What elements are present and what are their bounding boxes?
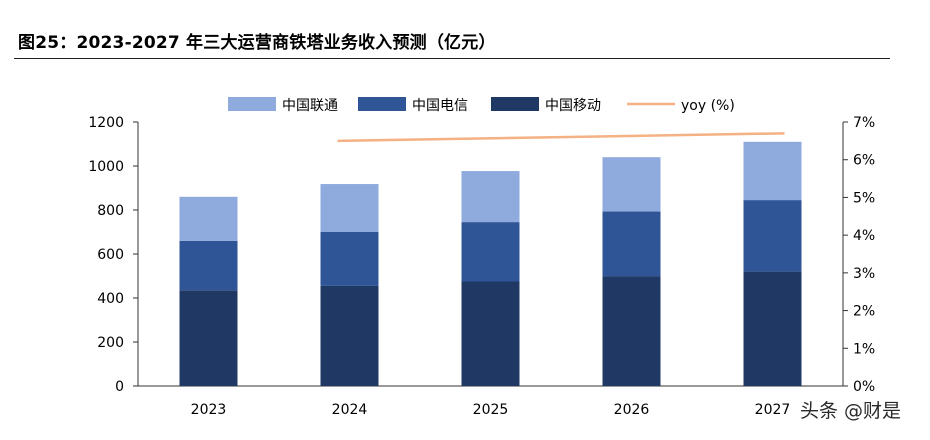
left-axis-tick-label: 200: [97, 335, 124, 351]
right-axis-tick-label: 4%: [853, 228, 875, 244]
title-divider: [14, 58, 890, 59]
left-axis-tick-label: 800: [97, 203, 124, 219]
bar-segment: [602, 157, 661, 212]
right-axis-tick-label: 3%: [853, 266, 875, 282]
bar-segment: [179, 240, 238, 291]
right-axis-tick-label: 1%: [853, 341, 875, 357]
bar-segment: [602, 276, 661, 386]
x-axis-tick-label: 2023: [191, 402, 227, 418]
left-axis-tick-label: 400: [97, 291, 124, 307]
bar-segment: [461, 281, 520, 386]
right-axis-tick-label: 7%: [853, 115, 875, 131]
right-axis-tick-label: 0%: [853, 379, 875, 395]
watermark-text: 头条 @财是: [800, 400, 902, 422]
x-axis-tick-label: 2026: [614, 402, 650, 418]
right-axis-tick-label: 6%: [853, 153, 875, 169]
left-axis-tick-label: 1200: [88, 115, 124, 131]
right-axis-tick-label: 2%: [853, 304, 875, 320]
left-axis-tick-label: 0: [115, 379, 124, 395]
page-title: 图25：2023-2027 年三大运营商铁塔业务收入预测（亿元）: [18, 33, 496, 53]
yoy-line: [337, 132, 785, 143]
bar-segment: [743, 141, 802, 201]
legend-swatch: [491, 97, 539, 111]
legend-swatch: [228, 97, 276, 111]
bar-segment: [461, 222, 520, 282]
legend-label: 中国电信: [412, 98, 468, 114]
legend-label: 中国移动: [545, 98, 601, 114]
right-axis-tick-label: 5%: [853, 190, 875, 206]
left-axis-tick-label: 1000: [88, 159, 124, 175]
x-axis-tick-label: 2027: [755, 402, 791, 418]
bar-segment: [743, 271, 802, 386]
legend-label: yoy (%): [681, 98, 735, 114]
x-axis-tick-label: 2024: [332, 402, 368, 418]
bar-segment: [320, 232, 379, 286]
bar-segment: [743, 200, 802, 272]
bar-segment: [179, 196, 238, 241]
bar-segment: [179, 290, 238, 386]
bar-segment: [461, 171, 520, 223]
bar-segment: [320, 285, 379, 386]
legend-swatch: [358, 97, 406, 111]
bar-segment: [602, 211, 661, 277]
bar-segment: [320, 184, 379, 232]
legend-label: 中国联通: [282, 98, 338, 114]
left-axis-tick-label: 600: [97, 247, 124, 263]
x-axis-tick-label: 2025: [473, 402, 509, 418]
